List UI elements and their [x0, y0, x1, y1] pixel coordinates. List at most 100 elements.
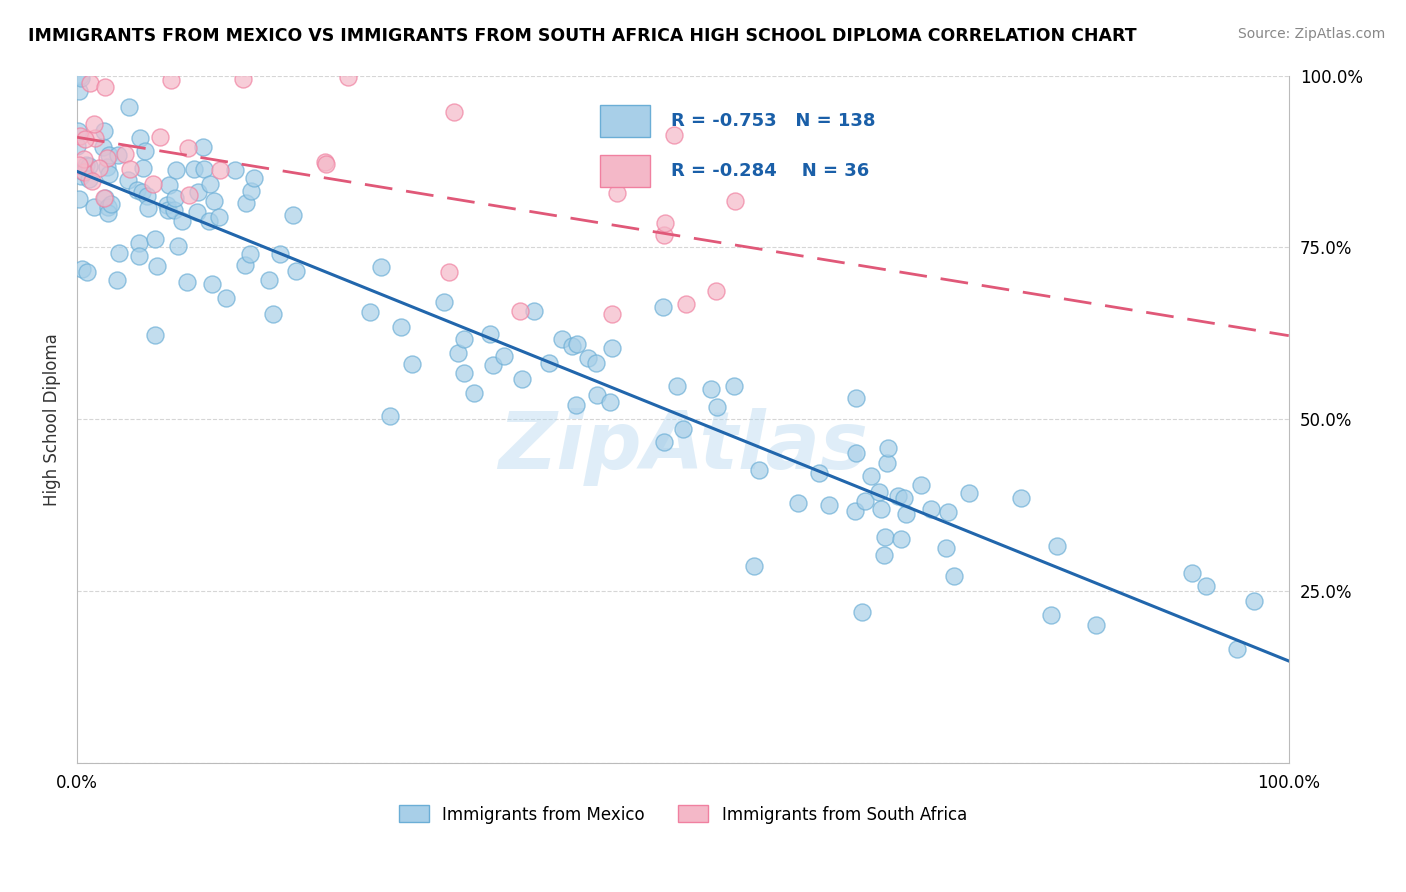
- Point: [73, 165, 96, 179]
- Point: [844, 504, 866, 518]
- Point: [585, 356, 607, 370]
- Point: [1181, 566, 1204, 580]
- Point: [118, 100, 141, 114]
- Point: [167, 239, 190, 253]
- Point: [136, 188, 159, 202]
- Point: [1084, 618, 1107, 632]
- Point: [232, 72, 254, 87]
- Point: [208, 210, 231, 224]
- Point: [565, 336, 588, 351]
- Point: [187, 186, 209, 200]
- Point: [269, 247, 291, 261]
- Point: [107, 148, 129, 162]
- Point: [156, 198, 179, 212]
- Point: [176, 275, 198, 289]
- Point: [652, 434, 675, 449]
- Point: [860, 468, 883, 483]
- Point: [91, 140, 114, 154]
- Point: [98, 147, 121, 161]
- Point: [662, 128, 685, 142]
- Point: [578, 351, 600, 366]
- Point: [606, 186, 628, 200]
- Point: [93, 191, 115, 205]
- Point: [163, 203, 186, 218]
- Point: [600, 307, 623, 321]
- Point: [873, 530, 896, 544]
- Point: [652, 227, 675, 242]
- Point: [723, 379, 745, 393]
- Point: [128, 236, 150, 251]
- Point: [665, 379, 688, 393]
- Point: [193, 161, 215, 176]
- Point: [186, 205, 208, 219]
- Point: [97, 206, 120, 220]
- Point: [66, 123, 89, 137]
- Point: [523, 303, 546, 318]
- Point: [281, 208, 304, 222]
- Point: [143, 232, 166, 246]
- Point: [447, 346, 470, 360]
- Point: [675, 297, 697, 311]
- Point: [156, 202, 179, 217]
- Point: [453, 366, 475, 380]
- Point: [851, 605, 873, 619]
- Point: [873, 548, 896, 562]
- Point: [125, 183, 148, 197]
- Point: [183, 162, 205, 177]
- Point: [370, 260, 392, 275]
- Point: [314, 155, 336, 169]
- Point: [132, 161, 155, 175]
- Point: [845, 446, 868, 460]
- Point: [129, 131, 152, 145]
- Point: [70, 163, 93, 178]
- Point: [359, 305, 381, 319]
- Point: [285, 264, 308, 278]
- Point: [172, 214, 194, 228]
- Point: [876, 441, 898, 455]
- Point: [83, 200, 105, 214]
- Point: [920, 501, 942, 516]
- Point: [239, 185, 262, 199]
- Point: [1046, 540, 1069, 554]
- Point: [706, 400, 728, 414]
- Point: [586, 388, 609, 402]
- Point: [433, 294, 456, 309]
- Point: [565, 398, 588, 412]
- Point: [807, 466, 830, 480]
- Point: [70, 70, 93, 85]
- Point: [202, 194, 225, 209]
- Text: Source: ZipAtlas.com: Source: ZipAtlas.com: [1237, 27, 1385, 41]
- Point: [157, 178, 180, 192]
- Point: [855, 494, 877, 508]
- Point: [209, 162, 232, 177]
- Point: [224, 162, 246, 177]
- Point: [146, 259, 169, 273]
- Point: [943, 569, 966, 583]
- Point: [163, 191, 186, 205]
- Point: [179, 187, 201, 202]
- Point: [73, 153, 96, 167]
- Point: [70, 262, 93, 277]
- Point: [160, 73, 183, 87]
- Point: [198, 177, 221, 191]
- Point: [197, 214, 219, 228]
- Point: [672, 422, 695, 436]
- Point: [262, 306, 284, 320]
- Y-axis label: High School Diploma: High School Diploma: [44, 333, 60, 506]
- Point: [242, 171, 264, 186]
- Point: [136, 201, 159, 215]
- Point: [818, 498, 841, 512]
- Point: [724, 194, 747, 209]
- Point: [128, 248, 150, 262]
- Point: [599, 394, 621, 409]
- Point: [145, 327, 167, 342]
- Point: [481, 358, 503, 372]
- Point: [845, 392, 868, 406]
- Point: [73, 132, 96, 146]
- Point: [142, 178, 165, 192]
- Point: [114, 147, 136, 161]
- Point: [69, 129, 91, 144]
- Point: [239, 247, 262, 261]
- Point: [100, 197, 122, 211]
- Point: [380, 409, 402, 424]
